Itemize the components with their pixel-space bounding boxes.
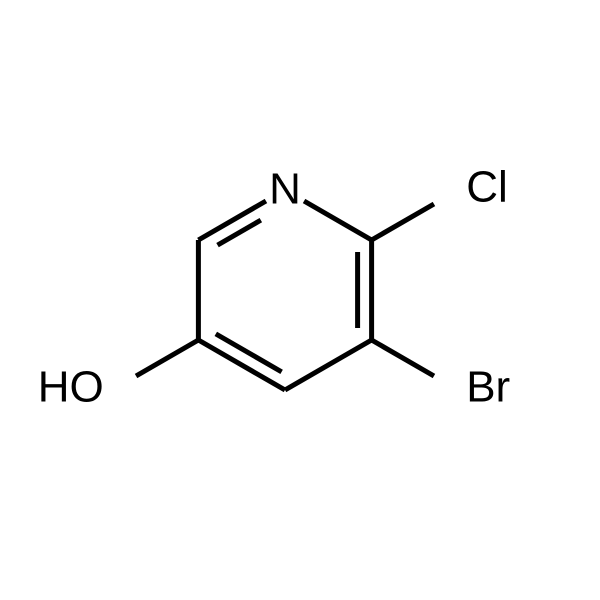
atom-label-N: N (269, 165, 301, 214)
atom-label-Br: Br (466, 363, 510, 412)
bond-0-1 (304, 201, 372, 240)
atom-label-Cl: Cl (466, 163, 508, 212)
chemical-structure: N Cl Br HO (0, 0, 600, 600)
bond-sub-Cl (372, 204, 434, 240)
bond-sub-OH (136, 340, 198, 376)
bond-2-3 (285, 340, 372, 390)
atom-label-OH: HO (38, 363, 104, 412)
bond-sub-Br (372, 340, 434, 376)
